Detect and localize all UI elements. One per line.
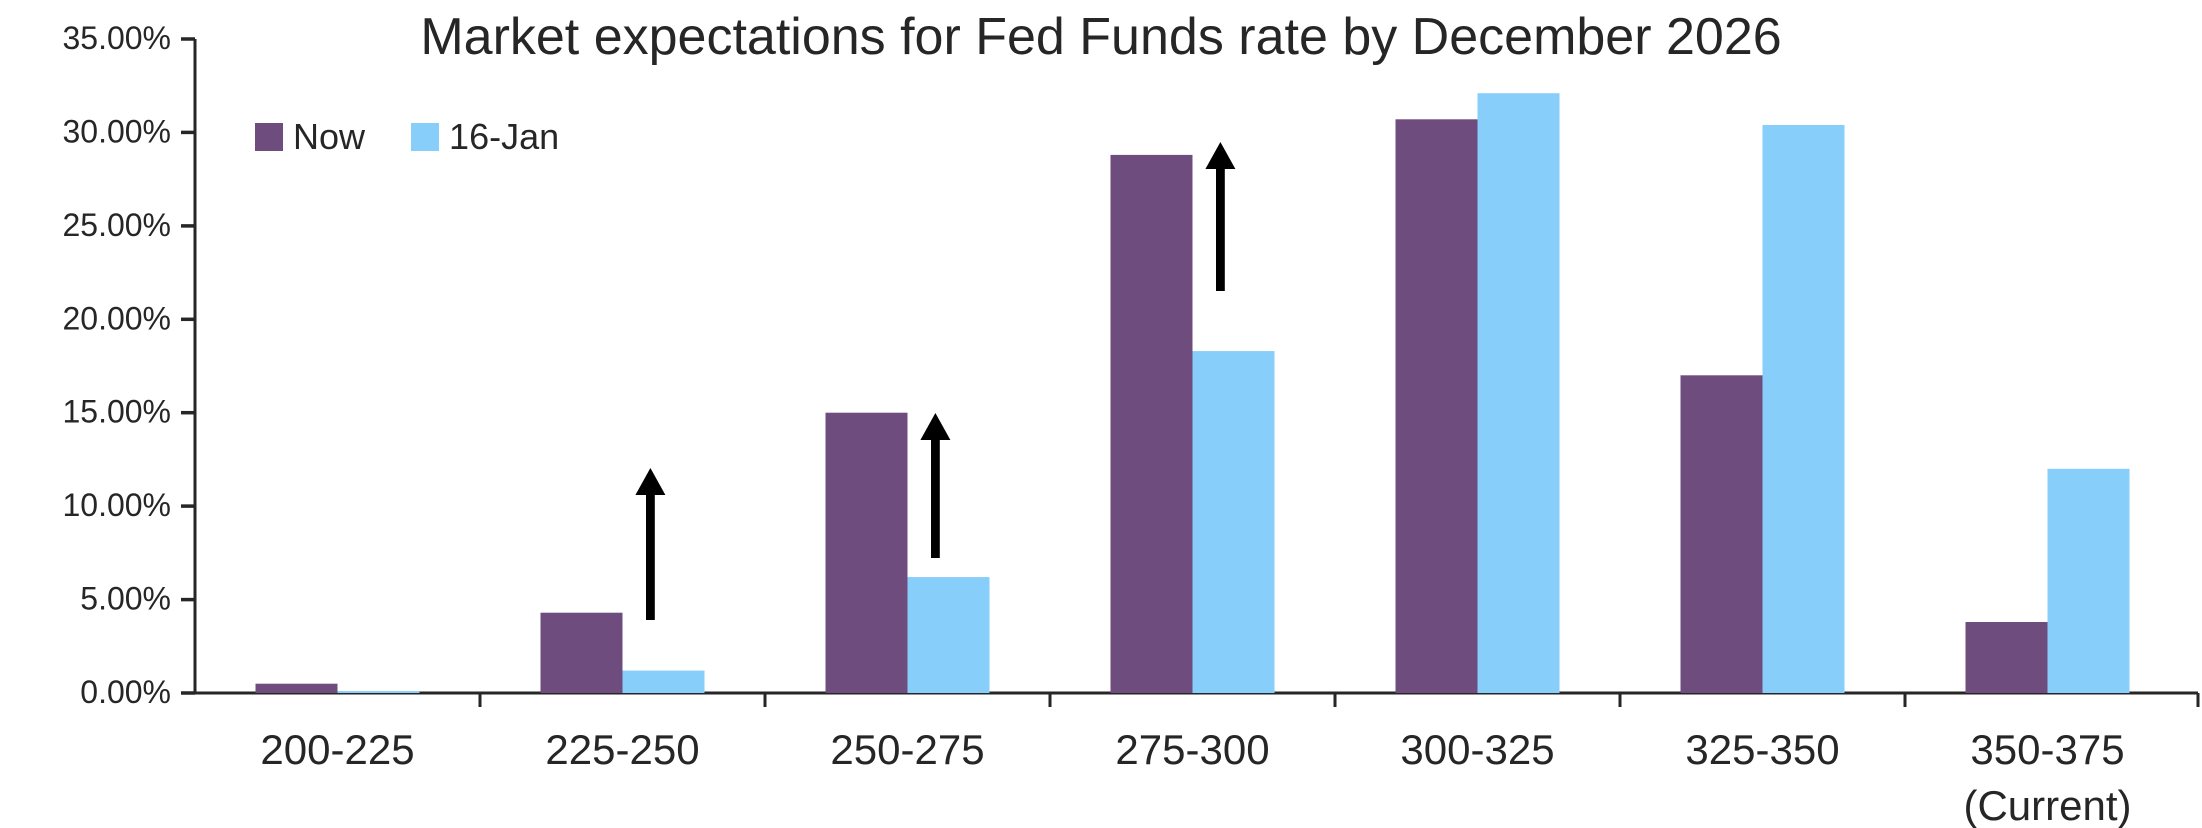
svg-text:325-350: 325-350 — [1685, 726, 1839, 773]
svg-text:20.00%: 20.00% — [62, 300, 171, 336]
svg-text:25.00%: 25.00% — [62, 207, 171, 243]
svg-text:0.00%: 0.00% — [80, 674, 171, 710]
svg-text:250-275: 250-275 — [830, 726, 984, 773]
svg-text:300-325: 300-325 — [1400, 726, 1554, 773]
svg-text:30.00%: 30.00% — [62, 113, 171, 149]
svg-text:275-300: 275-300 — [1115, 726, 1269, 773]
svg-text:200-225: 200-225 — [260, 726, 414, 773]
svg-text:5.00%: 5.00% — [80, 581, 171, 617]
svg-text:15.00%: 15.00% — [62, 394, 171, 430]
svg-text:350-375: 350-375 — [1970, 726, 2124, 773]
svg-text:10.00%: 10.00% — [62, 487, 171, 523]
svg-text:(Current): (Current) — [1963, 782, 2131, 828]
svg-text:225-250: 225-250 — [545, 726, 699, 773]
